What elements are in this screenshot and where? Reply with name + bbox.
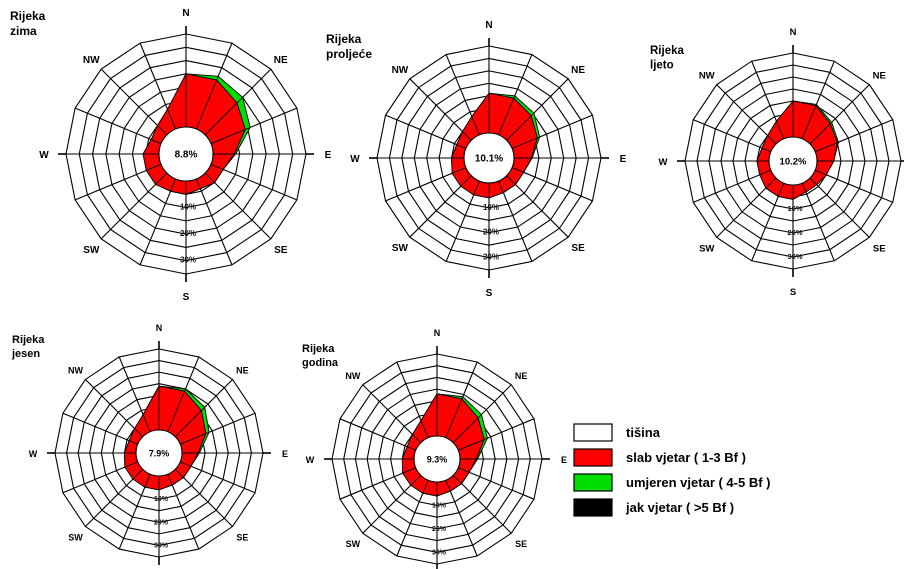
ring-label: 10% bbox=[483, 203, 499, 212]
compass-label-nw: NW bbox=[699, 71, 715, 82]
compass-label-s: S bbox=[790, 287, 796, 298]
legend-swatch-strong bbox=[574, 499, 612, 516]
ring-label: 20% bbox=[787, 228, 802, 237]
ring-label: 20% bbox=[154, 519, 169, 526]
ring-label: 30% bbox=[154, 542, 169, 549]
compass-label-nw: NW bbox=[392, 65, 409, 76]
compass-label-nw: NW bbox=[68, 366, 83, 376]
rose-title-season: jesen bbox=[11, 348, 40, 360]
ring-label: 10% bbox=[787, 204, 802, 213]
compass-label-w: W bbox=[29, 449, 38, 459]
wind-rose-jesen: 7.9%10%20%30%NNEESESSWWNWRijekajesen bbox=[11, 323, 288, 569]
calm-percent-label: 10.2% bbox=[780, 157, 807, 168]
compass-label-ne: NE bbox=[236, 366, 249, 376]
ring-label: 10% bbox=[432, 502, 447, 509]
legend-label-moderate: umjeren vjetar ( 4-5 Bf ) bbox=[626, 475, 771, 490]
wind-rose-ljeto: 10.2%10%20%30%NNEESESSWWNWRijekaljeto bbox=[650, 27, 904, 298]
compass-label-n: N bbox=[434, 328, 441, 338]
compass-label-sw: SW bbox=[68, 532, 83, 542]
compass-label-nw: NW bbox=[345, 371, 360, 381]
compass-label-sw: SW bbox=[346, 539, 361, 549]
compass-label-ne: NE bbox=[873, 71, 886, 82]
ring-label: 30% bbox=[180, 256, 196, 265]
rose-title-season: ljeto bbox=[650, 60, 674, 72]
ring-label: 10% bbox=[154, 496, 169, 503]
calm-percent-label: 7.9% bbox=[149, 449, 170, 459]
legend: tišina slab vjetar ( 1-3 Bf ) umjeren vjet… bbox=[574, 424, 771, 516]
wind-rose-zima: 8.8% 10% 20% 30% N NE E SE S SW W NW Rijekazima bbox=[10, 8, 332, 303]
compass-label-w: W bbox=[659, 157, 668, 168]
ring-label: 20% bbox=[180, 229, 196, 238]
rose-title-station: Rijeka bbox=[302, 343, 335, 355]
compass-label-w: W bbox=[350, 154, 360, 165]
legend-swatch-calm bbox=[574, 424, 612, 441]
compass-label-se: SE bbox=[274, 245, 288, 256]
ring-label: 20% bbox=[432, 526, 447, 533]
compass-label-e: E bbox=[282, 449, 288, 459]
compass-label-e: E bbox=[620, 154, 627, 165]
legend-swatch-weak bbox=[574, 449, 612, 466]
compass-label-se: SE bbox=[515, 539, 527, 549]
compass-label-sw: SW bbox=[83, 245, 100, 256]
compass-label-se: SE bbox=[236, 532, 248, 542]
compass-label-ne: NE bbox=[571, 65, 585, 76]
rose-title-season: zima bbox=[10, 24, 37, 38]
rose-title-station: Rijeka bbox=[326, 32, 362, 46]
compass-label-e: E bbox=[561, 455, 567, 465]
calm-percent-label: 9.3% bbox=[427, 455, 448, 465]
compass-label-ne: NE bbox=[515, 371, 528, 381]
ring-label: 20% bbox=[483, 228, 499, 237]
legend-label-calm: tišina bbox=[626, 425, 661, 440]
rose-title-season: proljeće bbox=[326, 47, 372, 61]
compass-label-n: N bbox=[790, 27, 797, 38]
compass-label-ne: NE bbox=[274, 55, 288, 66]
compass-label-nw: NW bbox=[83, 55, 100, 66]
calm-percent-label: 10.1% bbox=[475, 154, 503, 165]
compass-label-e: E bbox=[325, 150, 332, 161]
rose-title-station: Rijeka bbox=[10, 9, 46, 23]
compass-label-se: SE bbox=[571, 243, 585, 254]
compass-label-n: N bbox=[485, 20, 492, 31]
compass-label-n: N bbox=[156, 323, 163, 333]
compass-label-w: W bbox=[39, 150, 49, 161]
legend-label-strong: jak vjetar ( >5 Bf ) bbox=[625, 500, 734, 515]
ring-label: 30% bbox=[432, 549, 447, 556]
legend-swatch-moderate bbox=[574, 474, 612, 491]
compass-label-sw: SW bbox=[699, 243, 714, 254]
calm-percent-label: 8.8% bbox=[175, 150, 198, 161]
compass-label-n: N bbox=[182, 8, 189, 19]
legend-label-weak: slab vjetar ( 1-3 Bf ) bbox=[626, 450, 746, 465]
ring-label: 30% bbox=[483, 253, 499, 262]
ring-label: 10% bbox=[180, 203, 196, 212]
rose-title-station: Rijeka bbox=[650, 45, 684, 57]
rose-title-station: Rijeka bbox=[12, 334, 45, 346]
compass-label-s: S bbox=[486, 288, 493, 299]
compass-label-se: SE bbox=[873, 243, 886, 254]
rose-title-season: godina bbox=[302, 357, 339, 369]
ring-label: 30% bbox=[787, 252, 802, 261]
compass-label-sw: SW bbox=[392, 243, 409, 254]
compass-label-w: W bbox=[306, 455, 315, 465]
wind-rose-godina: 9.3%10%20%30%NNEESESSWWNWRijekagodina bbox=[302, 328, 567, 569]
compass-label-s: S bbox=[183, 292, 190, 303]
